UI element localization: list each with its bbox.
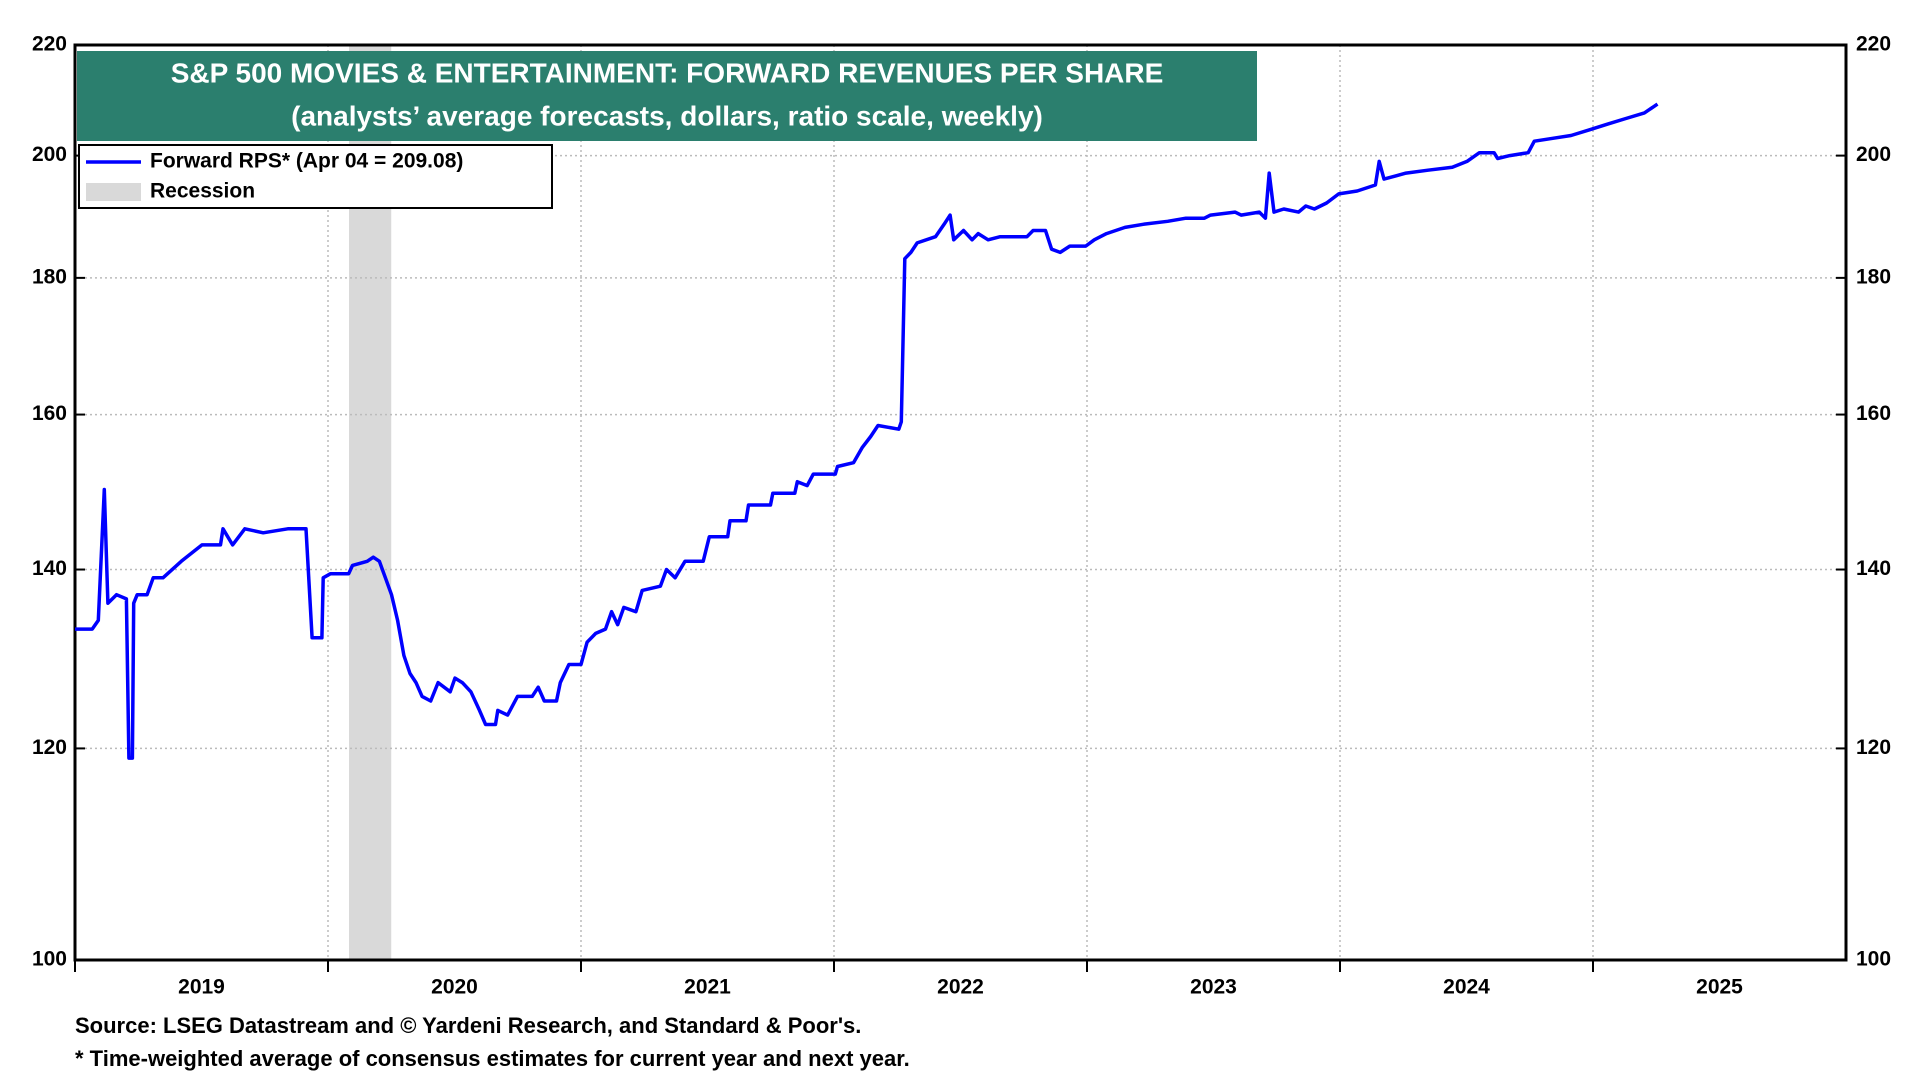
y-tick-label: 200: [32, 143, 67, 166]
x-tick-label: 2023: [1190, 976, 1237, 999]
y-tick-label-right: 200: [1856, 143, 1891, 166]
y-tick-label: 100: [32, 948, 67, 971]
chart-subtitle: (analysts’ average forecasts, dollars, r…: [291, 100, 1043, 131]
y-tick-label-right: 180: [1856, 265, 1891, 288]
y-tick-label: 220: [32, 33, 67, 56]
x-tick-label: 2022: [937, 976, 984, 999]
y-tick-label: 120: [32, 736, 67, 759]
y-tick-label-right: 160: [1856, 402, 1891, 425]
y-tick-label-right: 140: [1856, 557, 1891, 580]
x-tick-label: 2019: [178, 976, 225, 999]
y-tick-label-right: 220: [1856, 33, 1891, 56]
legend-label: Forward RPS* (Apr 04 = 209.08): [150, 150, 463, 173]
title-box: [77, 51, 1257, 141]
footnote: * Time-weighted average of consensus est…: [75, 1046, 910, 1071]
legend-label: Recession: [150, 180, 255, 203]
x-tick-label: 2025: [1696, 976, 1743, 999]
y-tick-label: 160: [32, 402, 67, 425]
series-line: [75, 102, 1659, 760]
plot-frame: [73, 43, 1848, 962]
y-tick-label-right: 120: [1856, 736, 1891, 759]
source-note: Source: LSEG Datastream and © Yardeni Re…: [75, 1013, 861, 1038]
y-tick-label-right: 100: [1856, 948, 1891, 971]
x-tick-label: 2024: [1443, 976, 1490, 999]
x-tick-label: 2021: [684, 976, 731, 999]
y-tick-label: 180: [32, 265, 67, 288]
legend-box: [78, 144, 553, 209]
legend-swatch: [86, 183, 141, 201]
y-tick-label: 140: [32, 557, 67, 580]
chart-title: S&P 500 MOVIES & ENTERTAINMENT: FORWARD …: [171, 57, 1164, 88]
x-tick-label: 2020: [431, 976, 478, 999]
